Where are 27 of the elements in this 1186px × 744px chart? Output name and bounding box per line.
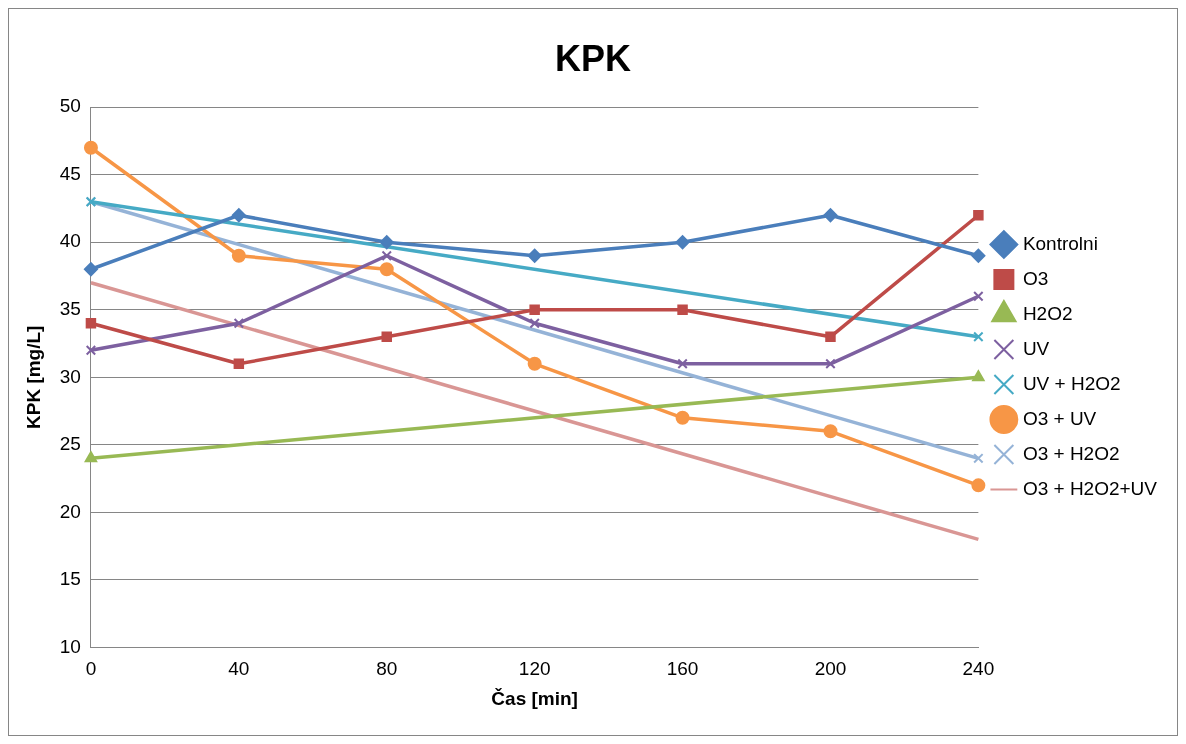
- legend-label: UV: [1022, 337, 1050, 359]
- chart-title: KPK: [554, 37, 632, 79]
- x-tick-label: 240: [962, 658, 995, 680]
- x-tick-label: 200: [814, 658, 847, 680]
- y-tick-label: 45: [59, 162, 81, 184]
- y-tick-label: 10: [59, 635, 81, 657]
- y-tick-label: 25: [59, 433, 81, 455]
- y-axis-title: KPK [mg/L]: [22, 325, 44, 430]
- x-tick-label: 160: [666, 658, 699, 680]
- y-tick-label: 30: [59, 365, 81, 387]
- legend-label: O3: [1022, 267, 1049, 289]
- x-tick-label: 80: [376, 658, 398, 680]
- x-axis-title: Čas [min]: [491, 687, 578, 709]
- y-tick-label: 50: [59, 95, 81, 117]
- y-tick-label: 20: [59, 500, 81, 522]
- legend-label: O3 + H2O2: [1022, 442, 1120, 464]
- x-tick-label: 0: [85, 658, 97, 680]
- legend-label: H2O2: [1022, 302, 1073, 324]
- legend-label: Kontrolni: [1022, 232, 1098, 254]
- legend-label: O3 + H2O2+UV: [1022, 477, 1158, 499]
- legend-label: UV + H2O2: [1022, 372, 1121, 394]
- y-tick-label: 35: [59, 298, 81, 320]
- y-tick-label: 15: [59, 568, 81, 590]
- legend-label: O3 + UV: [1022, 407, 1097, 429]
- y-tick-label: 40: [59, 230, 81, 252]
- x-tick-label: 40: [228, 658, 250, 680]
- x-tick-label: 120: [518, 658, 551, 680]
